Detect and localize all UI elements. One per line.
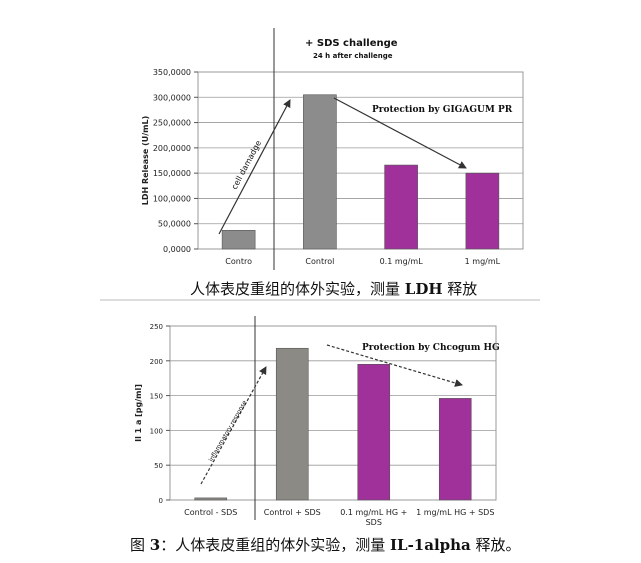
x-category-label: 0.1 mg/mL	[380, 257, 424, 266]
x-category-label: SDS	[366, 518, 382, 527]
protection-annotation: Protection by Chcogum HG	[362, 343, 500, 353]
caption-text: 人体表皮重组的体外实验，测量	[190, 280, 405, 298]
inflammation-arrow	[200, 366, 267, 485]
caption-bold: LDH	[404, 280, 443, 298]
y-tick-label: 250,0000	[153, 119, 191, 128]
y-tick-label: 350,0000	[153, 68, 191, 77]
y-tick-label: 100,0000	[153, 194, 191, 203]
y-tick-label: 200	[150, 358, 163, 366]
x-category-label: 0.1 mg/mL HG +	[340, 508, 407, 517]
y-tick-label: 150	[150, 393, 163, 401]
caption-text: ：人体表皮重组的体外实验，测量	[160, 536, 390, 554]
challenge-title: + SDS challenge	[305, 38, 398, 49]
bar	[384, 164, 418, 250]
damage-arrow	[218, 99, 291, 235]
caption-number: 3	[149, 536, 161, 554]
ldh-chart: 0,0000 50,0000 100,0000 150,0000 200,0000 250…	[141, 28, 524, 270]
bar	[303, 94, 337, 250]
bar	[221, 229, 256, 250]
y-tick-label: 250	[150, 323, 163, 331]
x-category-label: Control - SDS	[184, 508, 237, 517]
x-category-label: Contro	[225, 257, 252, 266]
bar	[357, 363, 391, 501]
challenge-subtitle: 24 h after challenge	[313, 52, 393, 60]
y-tick-label: 0,0000	[163, 245, 191, 254]
x-category-label: 1 mg/mL HG + SDS	[416, 508, 494, 517]
x-category-label: 1 mg/mL	[465, 257, 501, 266]
caption-tail: 释放。	[470, 536, 521, 554]
bar	[438, 398, 472, 501]
figure-caption-ldh: 人体表皮重组的体外实验，测量 LDH 释放	[190, 278, 477, 299]
y-axis-title: LDH Release (U/mL)	[141, 116, 150, 206]
y-tick-label: 200,0000	[153, 144, 191, 153]
y-tick-label: 50	[154, 462, 163, 470]
x-category-label: Control + SDS	[264, 508, 321, 517]
x-category-label: Control	[305, 257, 334, 266]
bar	[194, 497, 228, 501]
y-tick-label: 300,0000	[153, 93, 191, 102]
il1a-chart: 0 50 100 150 200 250 Il 1 a [pg/ml] Control - S…	[134, 316, 500, 527]
bar	[465, 172, 500, 250]
caption-prefix: 图	[130, 536, 150, 554]
bar	[275, 347, 309, 501]
caption-bold: IL-1alpha	[390, 536, 471, 554]
caption-tail: 释放	[442, 280, 478, 298]
protection-arrow	[333, 97, 467, 169]
y-axis-title: Il 1 a [pg/ml]	[134, 384, 143, 442]
y-tick-label: 50,0000	[158, 220, 191, 229]
figure-caption-il1a: 图 3：人体表皮重组的体外实验，测量 IL-1alpha 释放。	[130, 534, 521, 555]
y-tick-label: 0	[159, 497, 163, 505]
protection-annotation: Protection by GIGAGUM PR	[372, 105, 513, 115]
y-tick-label: 100	[150, 427, 163, 435]
protection-arrow	[326, 344, 463, 387]
y-tick-label: 150,0000	[153, 169, 191, 178]
